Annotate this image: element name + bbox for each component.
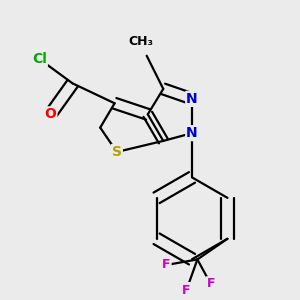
Text: Cl: Cl	[32, 52, 47, 66]
Text: N: N	[186, 92, 198, 106]
Text: F: F	[162, 259, 171, 272]
Text: N: N	[186, 126, 198, 140]
Text: S: S	[112, 145, 122, 159]
Text: O: O	[44, 107, 56, 121]
Text: F: F	[206, 277, 215, 290]
Text: CH₃: CH₃	[129, 35, 154, 48]
Text: F: F	[182, 284, 190, 297]
